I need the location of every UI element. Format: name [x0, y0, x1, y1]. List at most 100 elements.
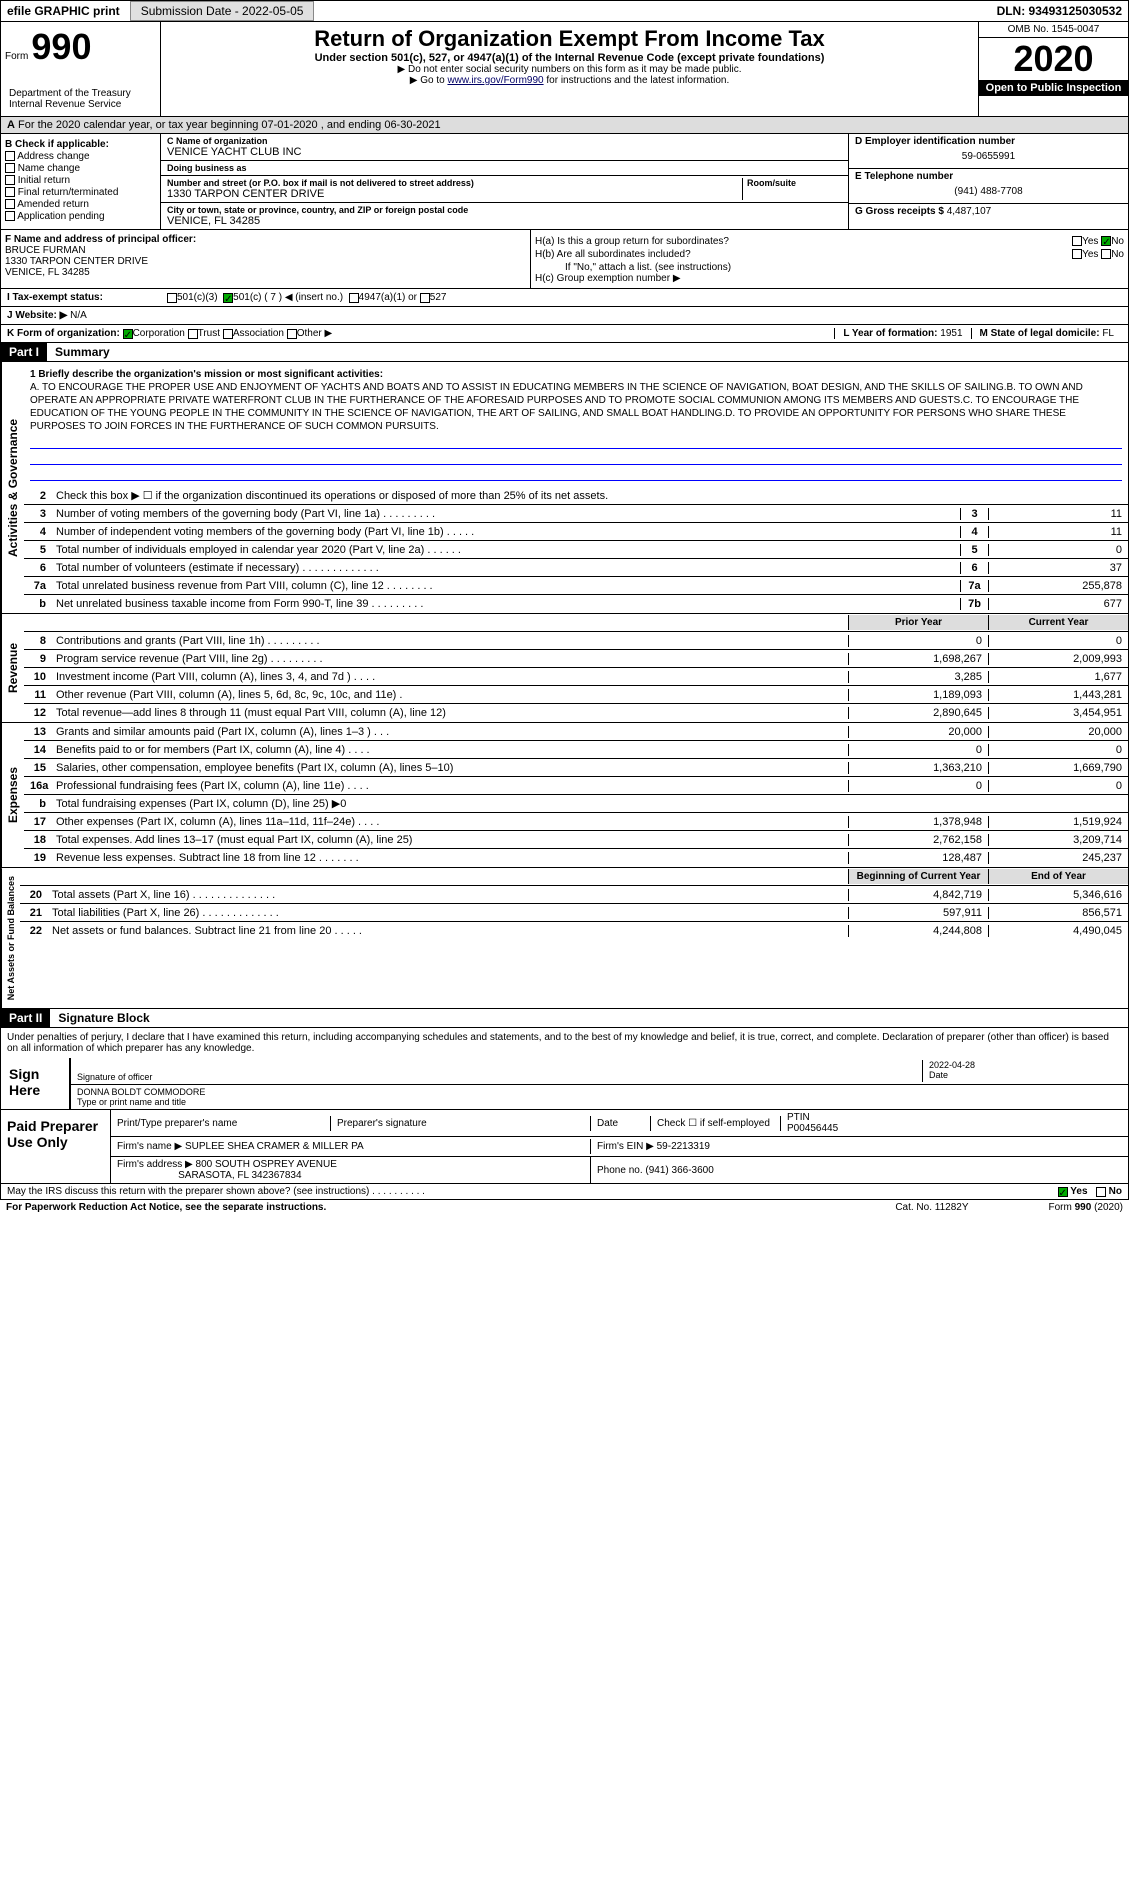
gross-receipts: 4,487,107 [947, 206, 992, 217]
c-city-row: City or town, state or province, country… [161, 203, 848, 229]
e-phone: E Telephone number (941) 488-7708 [849, 169, 1128, 204]
mission-block: 1 Briefly describe the organization's mi… [24, 362, 1128, 487]
activities-governance: Activities & Governance 1 Briefly descri… [0, 362, 1129, 614]
k-l-m-row: K Form of organization: ✓ Corporation Tr… [0, 325, 1129, 343]
form-ref: Form 990 (2020) [1049, 1202, 1123, 1213]
line-17: 17 Other expenses (Part IX, column (A), … [24, 813, 1128, 831]
line-6: 6 Total number of volunteers (estimate i… [24, 559, 1128, 577]
org-address: 1330 TARPON CENTER DRIVE [167, 188, 742, 200]
h-note: If "No," attach a list. (see instruction… [535, 262, 1124, 273]
line-21: 21 Total liabilities (Part X, line 26) .… [20, 904, 1128, 922]
discuss-row: May the IRS discuss this return with the… [0, 1184, 1129, 1200]
line-13: 13 Grants and similar amounts paid (Part… [24, 723, 1128, 741]
form-subtitle: Under section 501(c), 527, or 4947(a)(1)… [165, 52, 974, 64]
line-20: 20 Total assets (Part X, line 16) . . . … [20, 886, 1128, 904]
phone-value: (941) 488-7708 [855, 182, 1122, 201]
efile-label: efile GRAPHIC print [1, 2, 126, 20]
officer-name: BRUCE FURMAN [5, 245, 526, 256]
prep-firm-name: Firm's name ▶ SUPLEE SHEA CRAMER & MILLE… [111, 1137, 1128, 1157]
i-row: I Tax-exempt status: 501(c)(3) ✓ 501(c) … [0, 289, 1129, 307]
part2-header: Part II Signature Block [0, 1009, 1129, 1028]
form-title: Return of Organization Exempt From Incom… [165, 26, 974, 52]
prep-firm-addr: Firm's address ▶ 800 SOUTH OSPREY AVENUE… [111, 1157, 1128, 1183]
col-b: B Check if applicable: Address change Na… [1, 134, 161, 229]
line-10: 10 Investment income (Part VIII, column … [24, 668, 1128, 686]
net-label: Net Assets or Fund Balances [1, 868, 20, 1008]
d-ein: D Employer identification number 59-0655… [849, 134, 1128, 169]
l-year: L Year of formation: 1951 [834, 328, 970, 339]
line-4: 4 Number of independent voting members o… [24, 523, 1128, 541]
dept-treasury: Department of the Treasury Internal Reve… [5, 68, 165, 112]
footer-row: For Paperwork Reduction Act Notice, see … [0, 1200, 1129, 1215]
line-b: b Total fundraising expenses (Part IX, c… [24, 795, 1128, 813]
form-prefix: Form [5, 51, 28, 62]
goto-note: ▶ Go to www.irs.gov/Form990 for instruct… [165, 75, 974, 86]
paid-preparer-row: Paid Preparer Use Only Print/Type prepar… [1, 1109, 1128, 1183]
line-7a: 7a Total unrelated business revenue from… [24, 577, 1128, 595]
cat-no: Cat. No. 11282Y [895, 1202, 968, 1213]
c-addr-row: Number and street (or P.O. box if mail i… [161, 176, 848, 203]
net-assets-section: Net Assets or Fund Balances Beginning of… [0, 868, 1129, 1009]
col-f: F Name and address of principal officer:… [1, 230, 531, 288]
line-12: 12 Total revenue—add lines 8 through 11 … [24, 704, 1128, 722]
section-b-c-d: B Check if applicable: Address change Na… [0, 134, 1129, 230]
line-15: 15 Salaries, other compensation, employe… [24, 759, 1128, 777]
line-19: 19 Revenue less expenses. Subtract line … [24, 849, 1128, 867]
ssn-note: ▶ Do not enter social security numbers o… [165, 64, 974, 75]
line-11: 11 Other revenue (Part VIII, column (A),… [24, 686, 1128, 704]
col-c: C Name of organization VENICE YACHT CLUB… [161, 134, 848, 229]
omb-number: OMB No. 1545-0047 [979, 22, 1128, 38]
perjury-text: Under penalties of perjury, I declare th… [1, 1028, 1128, 1058]
c-dba-row: Doing business as [161, 161, 848, 176]
chk-initial[interactable]: Initial return [5, 175, 156, 186]
top-bar: efile GRAPHIC print Submission Date - 20… [0, 0, 1129, 22]
exp-label: Expenses [1, 723, 24, 867]
irs-link[interactable]: www.irs.gov/Form990 [447, 75, 543, 86]
section-f-h: F Name and address of principal officer:… [0, 230, 1129, 289]
g-receipts: G Gross receipts $ 4,487,107 [849, 204, 1128, 219]
org-name: VENICE YACHT CLUB INC [167, 146, 842, 158]
line-22: 22 Net assets or fund balances. Subtract… [20, 922, 1128, 940]
header-title-box: Return of Organization Exempt From Incom… [161, 22, 978, 116]
line-18: 18 Total expenses. Add lines 13–17 (must… [24, 831, 1128, 849]
part1-header: Part I Summary [0, 343, 1129, 362]
col-d-e-g: D Employer identification number 59-0655… [848, 134, 1128, 229]
prep-line1: Print/Type preparer's name Preparer's si… [111, 1110, 1128, 1137]
sign-here-row: Sign Here Signature of officer 2022-04-2… [1, 1058, 1128, 1109]
form-number: 990 [31, 26, 91, 67]
line-14: 14 Benefits paid to or for members (Part… [24, 741, 1128, 759]
line-3: 3 Number of voting members of the govern… [24, 505, 1128, 523]
website: N/A [70, 310, 87, 321]
chk-final[interactable]: Final return/terminated [5, 187, 156, 198]
sig-name-line: DONNA BOLDT COMMODOREType or print name … [71, 1085, 1128, 1109]
chk-address[interactable]: Address change [5, 151, 156, 162]
mission-text: A. TO ENCOURAGE THE PROPER USE AND ENJOY… [30, 382, 1083, 432]
line-8: 8 Contributions and grants (Part VIII, l… [24, 632, 1128, 650]
line-9: 9 Program service revenue (Part VIII, li… [24, 650, 1128, 668]
officer-city: VENICE, FL 34285 [5, 267, 526, 278]
signature-section: Under penalties of perjury, I declare th… [0, 1028, 1129, 1184]
chk-amended[interactable]: Amended return [5, 199, 156, 210]
c-name-row: C Name of organization VENICE YACHT CLUB… [161, 134, 848, 161]
line-2: 2 Check this box ▶ ☐ if the organization… [24, 487, 1128, 505]
paid-label: Paid Preparer Use Only [1, 1110, 111, 1183]
form-header: Form 990 Department of the Treasury Inte… [0, 22, 1129, 117]
tax-year: 2020 [979, 38, 1128, 80]
line-5: 5 Total number of individuals employed i… [24, 541, 1128, 559]
chk-pending[interactable]: Application pending [5, 211, 156, 222]
officer-addr: 1330 TARPON CENTER DRIVE [5, 256, 526, 267]
b-label: B Check if applicable: [5, 139, 156, 150]
rev-label: Revenue [1, 614, 24, 722]
line-b: b Net unrelated business taxable income … [24, 595, 1128, 613]
sig-officer-line: Signature of officer 2022-04-28Date [71, 1058, 1128, 1085]
j-row: J Website: ▶ N/A [0, 307, 1129, 325]
paperwork-note: For Paperwork Reduction Act Notice, see … [6, 1202, 326, 1213]
col-h: H(a) Is this a group return for subordin… [531, 230, 1128, 288]
open-inspection: Open to Public Inspection [979, 80, 1128, 96]
chk-name[interactable]: Name change [5, 163, 156, 174]
sign-here-label: Sign Here [1, 1058, 71, 1109]
form-number-box: Form 990 Department of the Treasury Inte… [1, 22, 161, 116]
header-right: OMB No. 1545-0047 2020 Open to Public In… [978, 22, 1128, 116]
expenses-section: Expenses 13 Grants and similar amounts p… [0, 723, 1129, 868]
submission-date-btn[interactable]: Submission Date - 2022-05-05 [130, 1, 315, 21]
